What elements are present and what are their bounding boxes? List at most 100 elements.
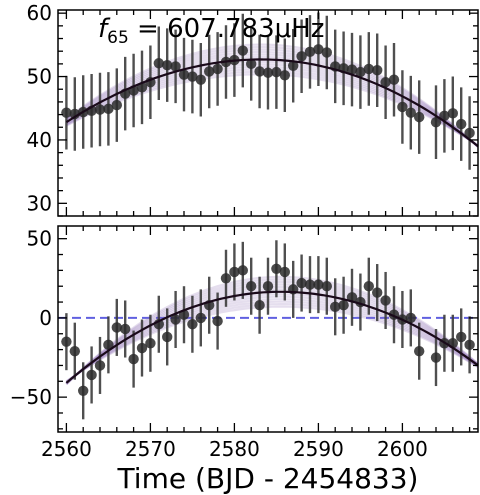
- data-point: [229, 266, 240, 278]
- mean-model-line: [65, 290, 479, 384]
- top-mean-model-curve: [65, 58, 479, 148]
- data-point: [204, 66, 215, 77]
- bottom-mean-model-curve: [65, 290, 479, 384]
- top-panel-frame: [57, 9, 479, 217]
- data-point: [279, 70, 290, 81]
- data-point: [111, 322, 123, 333]
- x-tick-label: 2590: [293, 437, 344, 461]
- data-point: [405, 107, 416, 118]
- data-point: [380, 295, 391, 306]
- data-point: [464, 339, 475, 351]
- top-axis-ticks: [58, 10, 478, 217]
- data-point: [94, 104, 106, 115]
- x-tick-label: 2570: [125, 437, 176, 461]
- data-point: [464, 127, 475, 139]
- data-point: [237, 265, 248, 276]
- data-point: [103, 339, 114, 351]
- data-point: [372, 65, 383, 76]
- data-point: [330, 301, 341, 313]
- data-point: [254, 66, 265, 77]
- data-point: [271, 66, 282, 78]
- data-point: [111, 99, 123, 111]
- data-point: [170, 314, 181, 325]
- data-point: [363, 281, 374, 292]
- data-point: [78, 385, 89, 396]
- bottom-panel-frame: [57, 225, 479, 433]
- bottom-x-tick-labels: 2560 2570 2580 2590 2600: [41, 437, 428, 461]
- data-point: [397, 101, 408, 113]
- y-tick-label: 40: [27, 128, 52, 152]
- data-point: [212, 315, 223, 327]
- top-y-tick-labels: 30 40 50 60: [27, 1, 52, 215]
- data-point: [246, 281, 257, 292]
- posterior-draw: [65, 48, 479, 148]
- y-tick-label: 50: [27, 65, 52, 89]
- posterior-draw: [65, 46, 479, 148]
- posterior-draw: [65, 50, 479, 148]
- data-point: [304, 279, 316, 290]
- data-point: [86, 369, 97, 381]
- data-point: [178, 69, 190, 80]
- bottom-y-tick-labels: −50 0 50: [10, 227, 52, 409]
- data-point: [212, 63, 223, 75]
- data-point: [296, 277, 307, 289]
- frequency-annotation: f65 = 607.783μHz: [98, 14, 324, 48]
- data-point: [288, 60, 299, 71]
- data-point: [237, 45, 248, 56]
- data-point: [405, 312, 416, 324]
- data-point: [380, 77, 391, 88]
- posterior-draw: [65, 305, 479, 383]
- data-point: [136, 342, 148, 354]
- data-point: [145, 338, 156, 349]
- data-point: [321, 281, 332, 292]
- mean-model-line: [65, 58, 479, 148]
- posterior-draw: [65, 55, 479, 148]
- data-point: [456, 118, 467, 130]
- data-point: [103, 103, 114, 115]
- y-tick-label: 0: [39, 306, 52, 330]
- data-point: [195, 74, 206, 85]
- data-point: [363, 63, 374, 75]
- posterior-draw: [65, 295, 479, 384]
- x-axis-title: Time (BJD - 2454833): [117, 462, 419, 495]
- x-tick-label: 2600: [377, 437, 428, 461]
- data-point: [313, 44, 324, 55]
- data-point: [456, 331, 467, 343]
- y-tick-label: 60: [27, 1, 52, 25]
- data-point: [414, 345, 425, 357]
- y-tick-label: 50: [27, 227, 52, 251]
- x-tick-label: 2580: [209, 437, 260, 461]
- data-point: [162, 331, 173, 343]
- data-point: [279, 266, 290, 278]
- data-point: [170, 61, 181, 72]
- posterior-draw: [65, 298, 479, 383]
- data-point: [296, 51, 307, 62]
- data-point: [195, 312, 206, 324]
- data-point: [69, 345, 81, 357]
- data-point: [262, 281, 274, 292]
- data-point: [153, 58, 164, 69]
- y-tick-label: 30: [27, 191, 52, 215]
- data-point: [254, 300, 265, 311]
- data-point: [388, 74, 400, 85]
- data-point: [447, 108, 458, 119]
- data-point: [187, 319, 198, 330]
- data-point: [187, 71, 198, 82]
- data-point: [372, 287, 383, 298]
- posterior-draw: [65, 43, 479, 148]
- data-point: [304, 46, 316, 58]
- bottom-axis-ticks: [58, 226, 478, 432]
- data-point: [313, 279, 324, 290]
- data-point: [120, 323, 131, 335]
- data-point: [430, 116, 442, 128]
- data-point: [128, 353, 139, 365]
- top-data-points: [61, 44, 475, 139]
- data-point: [414, 111, 425, 123]
- data-point: [262, 67, 274, 78]
- data-point: [61, 107, 72, 118]
- data-point: [271, 263, 282, 274]
- data-point: [94, 360, 106, 371]
- data-point: [246, 58, 257, 70]
- x-tick-label: 2560: [41, 437, 92, 461]
